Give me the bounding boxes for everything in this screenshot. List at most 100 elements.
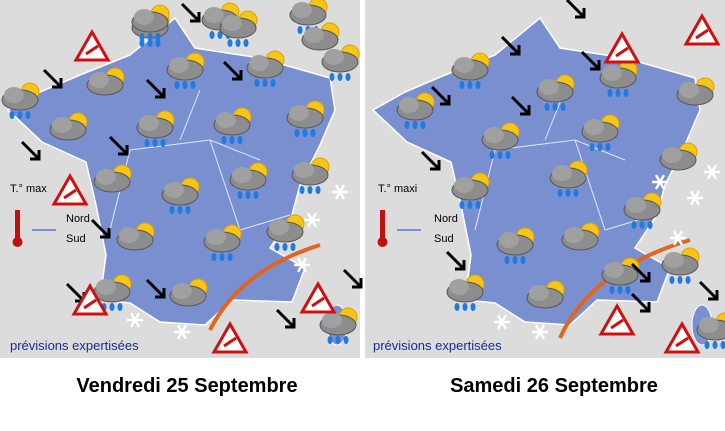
cloud <box>206 229 226 245</box>
rain-drop <box>227 253 233 261</box>
rain-drop <box>677 276 683 284</box>
rain-drop <box>597 143 603 151</box>
warning-stripe <box>675 336 689 348</box>
rain-drop <box>117 303 123 311</box>
wind-arrow <box>698 280 718 300</box>
rain-drop <box>182 81 188 89</box>
wind-arrow-head <box>430 160 441 171</box>
rain-drop <box>412 121 418 129</box>
rain-drop <box>712 341 718 349</box>
rain-drop <box>625 286 631 294</box>
cloud <box>324 49 344 65</box>
rain-drop <box>147 39 153 47</box>
map-panel <box>131 0 725 358</box>
wind-arrow-head <box>190 12 201 23</box>
legend-north: Nord <box>434 213 458 225</box>
thermometer <box>15 210 20 240</box>
rain-drop <box>211 253 217 261</box>
rain-drop <box>459 201 465 209</box>
cloud <box>679 82 699 98</box>
wind-arrow-head <box>352 278 363 289</box>
cloud <box>134 9 154 25</box>
cloud <box>552 165 572 181</box>
warning-stripe <box>615 46 629 58</box>
cloud <box>399 97 419 113</box>
wind-arrow-head <box>510 45 521 56</box>
rain-drop <box>544 103 550 111</box>
cloud <box>269 219 289 235</box>
rain-drop <box>235 39 241 47</box>
wind-arrow <box>510 95 530 115</box>
rain-drop <box>294 129 300 137</box>
wind-arrow <box>222 60 242 80</box>
rain-drop <box>270 79 276 87</box>
rain-drop <box>315 186 321 194</box>
rain-drop <box>615 89 621 97</box>
cloud <box>529 285 549 301</box>
rain-drop <box>190 81 196 89</box>
rain-drop <box>512 256 518 264</box>
rain-drop <box>565 189 571 197</box>
wind-arrow-head <box>100 228 111 239</box>
wind-arrow <box>580 50 600 70</box>
wind-arrow <box>445 250 465 270</box>
warning-sign <box>598 302 636 336</box>
rain-drop <box>245 191 251 199</box>
rain-drop <box>623 89 629 97</box>
rain-drop <box>609 286 615 294</box>
cloud <box>664 252 684 268</box>
cloud <box>119 227 139 243</box>
rain-drop <box>262 79 268 87</box>
wind-arrow <box>420 150 440 170</box>
wind-arrow-head <box>640 272 651 283</box>
wind-arrow <box>65 282 85 302</box>
wind-arrow-head <box>285 318 296 329</box>
rain-drop <box>505 151 511 159</box>
rain-drop <box>337 73 343 81</box>
rain-drop <box>470 303 476 311</box>
rain-drop <box>155 33 161 41</box>
thermometer <box>380 210 385 240</box>
thermometer-bulb <box>377 237 388 247</box>
footer-note: prévisions expertisées <box>373 338 502 353</box>
cloud <box>604 262 624 278</box>
rain-drop <box>631 221 637 229</box>
rain-drop <box>420 121 426 129</box>
cloud <box>304 27 324 43</box>
rain-drop <box>139 33 145 41</box>
rain-drop <box>329 73 335 81</box>
caption: Vendredi 25 Septembre <box>76 375 297 397</box>
wind-arrow <box>630 292 650 312</box>
wind-arrow <box>430 85 450 105</box>
rain-drop <box>302 129 308 137</box>
cloud <box>584 119 604 135</box>
legend-north: Nord <box>66 213 90 225</box>
wind-arrow <box>20 140 40 160</box>
cloud <box>204 7 224 23</box>
warning-stripe <box>223 336 237 348</box>
warning-sign <box>299 280 337 314</box>
snowflake <box>306 212 318 228</box>
rain-drop <box>607 89 613 97</box>
cloud <box>4 87 24 103</box>
wind-arrow-head <box>118 145 129 156</box>
cloud <box>232 167 252 183</box>
rain-drop <box>299 186 305 194</box>
cloud <box>222 15 242 31</box>
wind-arrow-head <box>155 288 166 299</box>
snowflake <box>296 257 308 273</box>
rain-drop <box>109 303 115 311</box>
wind-arrow-head <box>640 302 651 313</box>
warning-stripe <box>63 188 77 200</box>
rain-drop <box>290 243 296 251</box>
rain-drop <box>589 143 595 151</box>
snowflake <box>334 184 346 200</box>
rain-drop <box>335 336 341 344</box>
rain-drop <box>282 243 288 251</box>
region-borders <box>109 89 291 231</box>
wind-arrow <box>630 262 650 282</box>
rain-drop <box>144 139 150 147</box>
rain-drop <box>17 111 23 119</box>
region-borders <box>474 89 656 231</box>
cloud <box>164 182 184 198</box>
